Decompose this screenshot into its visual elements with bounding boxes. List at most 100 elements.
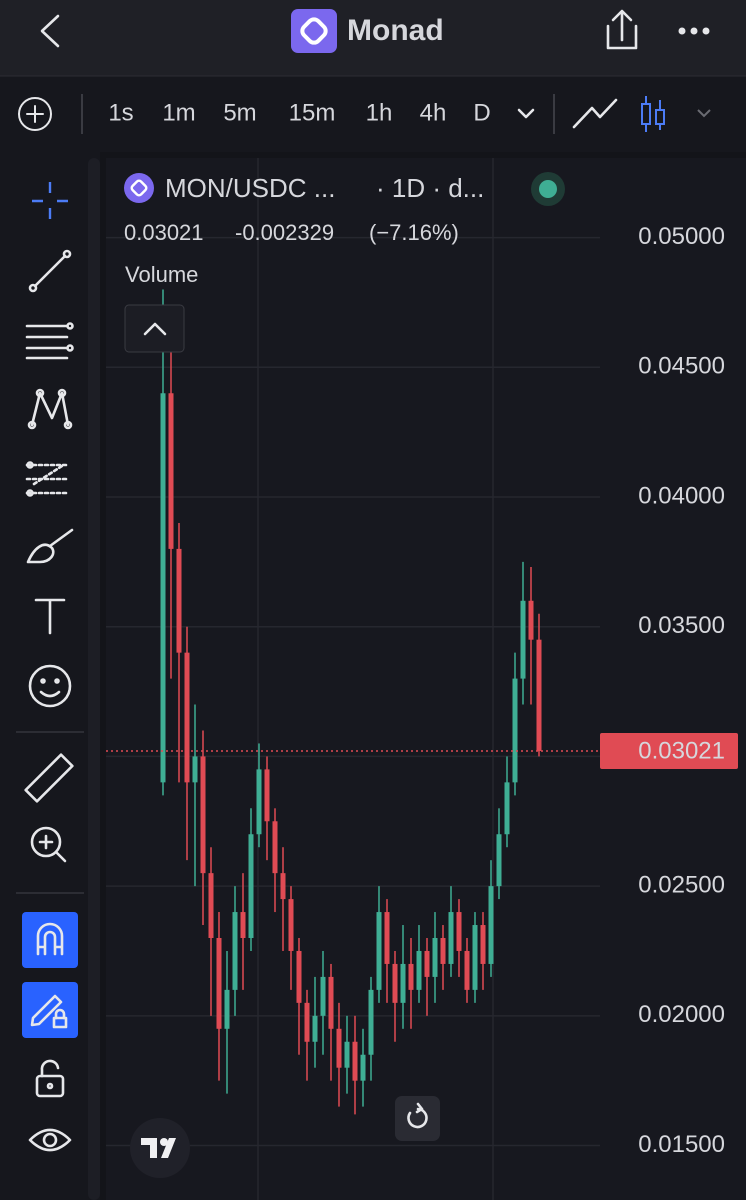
app-title: Monad	[347, 14, 444, 47]
candle-body	[528, 600, 534, 640]
candle-body	[312, 1015, 318, 1042]
interval-tab[interactable]: 1s	[108, 99, 133, 126]
quote-change: -0.002329	[235, 220, 334, 245]
candle-body	[408, 963, 414, 990]
fib-tool[interactable]	[25, 322, 74, 360]
chart: 0.015000.020000.025000.030000.035000.040…	[106, 158, 738, 1200]
tradingview-logo[interactable]	[130, 1118, 190, 1178]
add-indicator-button[interactable]	[18, 97, 52, 131]
candle-body	[296, 950, 302, 1003]
lock-all-tool[interactable]	[35, 1059, 65, 1098]
candle-body	[536, 639, 542, 751]
candle-body	[352, 1041, 358, 1081]
projection-tool[interactable]	[25, 461, 69, 497]
candle-body	[360, 1054, 366, 1081]
candle-body	[256, 769, 262, 835]
collapse-icon	[143, 322, 167, 336]
candle-body	[424, 950, 430, 977]
symbol-logo	[124, 173, 154, 203]
lock-drawing-toggle[interactable]	[22, 982, 78, 1038]
share-button[interactable]	[606, 9, 638, 50]
candle-body	[184, 652, 190, 783]
interval-tab[interactable]: 4h	[420, 99, 447, 126]
brush-tool[interactable]	[26, 528, 74, 564]
candle-body	[496, 834, 502, 887]
last-price-tag	[600, 732, 738, 769]
back-button[interactable]	[40, 14, 60, 48]
candle-body	[160, 393, 166, 783]
zoom-tool[interactable]	[30, 826, 67, 863]
candle-body	[304, 1002, 310, 1042]
reset-button[interactable]	[395, 1096, 440, 1141]
interval-tab[interactable]: 5m	[223, 99, 256, 126]
status-dot	[539, 180, 557, 198]
line-style-button[interactable]	[572, 98, 618, 129]
candle-body	[464, 950, 470, 990]
candle-body	[336, 1028, 342, 1068]
pattern-tool[interactable]	[27, 388, 73, 430]
candle-body	[440, 938, 446, 964]
candle-body	[200, 756, 206, 874]
candle-body	[192, 756, 198, 783]
quote-last: 0.03021	[124, 220, 204, 245]
candle-body	[272, 821, 278, 874]
drawing-panel	[0, 152, 100, 1200]
interval-tab[interactable]: D	[473, 99, 490, 126]
trend-line-tool[interactable]	[28, 249, 72, 293]
interval-tab[interactable]: 15m	[289, 99, 336, 126]
crosshair-tool[interactable]	[32, 182, 68, 219]
y-tick-label: 0.04500	[638, 353, 725, 380]
candle-body	[384, 912, 390, 964]
candle-body	[368, 989, 374, 1055]
candle-body	[520, 600, 526, 679]
candle-body	[264, 769, 270, 822]
toolbar	[0, 76, 746, 152]
interval-menu[interactable]	[517, 108, 535, 119]
candle-body	[472, 925, 478, 990]
candle-body	[504, 782, 510, 835]
collapse-button[interactable]	[124, 304, 185, 353]
pencil-lock-icon	[30, 994, 68, 1029]
emoji-tool[interactable]	[28, 664, 72, 708]
candle-body	[240, 912, 246, 938]
app-logo	[291, 9, 337, 53]
hide-tool[interactable]	[28, 1128, 72, 1152]
reset-icon	[407, 1102, 428, 1129]
candle-body	[216, 938, 222, 1029]
candle-body	[432, 938, 438, 977]
interval-tab[interactable]: 1m	[162, 99, 195, 126]
candle-body	[176, 548, 182, 653]
candle-body	[392, 963, 398, 1003]
candle-body	[344, 1041, 350, 1068]
quote-change-pct: (−7.16%)	[369, 220, 459, 245]
candle-body	[168, 393, 174, 549]
candle-style-button[interactable]	[641, 96, 665, 132]
text-tool[interactable]	[34, 598, 66, 635]
candle-body	[232, 912, 238, 990]
magnet-toggle[interactable]	[22, 912, 78, 968]
y-tick-label: 0.03500	[638, 612, 725, 639]
style-menu[interactable]	[697, 109, 711, 118]
candle-body	[320, 976, 326, 1016]
y-tick-label: 0.02000	[638, 1001, 725, 1028]
panel-edge	[88, 158, 100, 1200]
more-button[interactable]	[678, 27, 710, 35]
candle-body	[512, 678, 518, 783]
candle-body	[416, 950, 422, 990]
candle-body	[448, 912, 454, 964]
candle-body	[376, 912, 382, 990]
logo-mark	[300, 17, 328, 45]
candle-body	[456, 912, 462, 951]
magnet-icon	[36, 922, 64, 956]
candle-body	[480, 925, 486, 964]
candle-body	[328, 976, 334, 1029]
y-tick-label: 0.02500	[638, 871, 725, 898]
interval-tab[interactable]: 1h	[366, 99, 393, 126]
candle-body	[400, 963, 406, 1003]
indicator-label: Volume	[125, 262, 198, 287]
interval-group: 1s 1m 5m 15m 1h 4h D	[108, 99, 490, 126]
candle-body	[248, 834, 254, 938]
candle-body	[280, 873, 286, 900]
ruler-tool[interactable]	[24, 753, 74, 803]
